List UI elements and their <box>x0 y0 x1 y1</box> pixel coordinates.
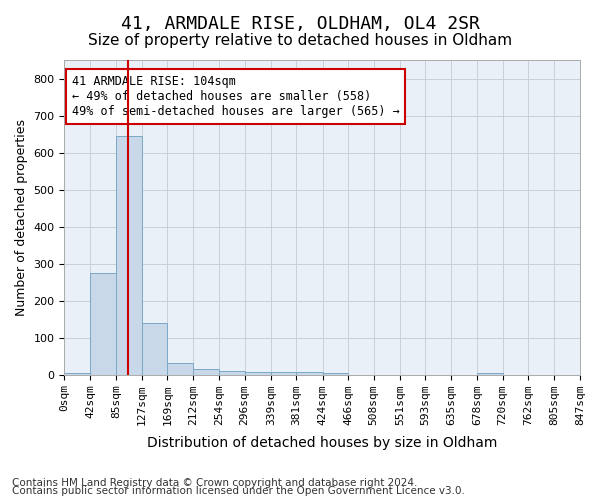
Text: Contains public sector information licensed under the Open Government Licence v3: Contains public sector information licen… <box>12 486 465 496</box>
Bar <box>142 323 167 374</box>
Y-axis label: Number of detached properties: Number of detached properties <box>15 119 28 316</box>
Bar <box>219 371 245 374</box>
Text: 41 ARMDALE RISE: 104sqm
← 49% of detached houses are smaller (558)
49% of semi-d: 41 ARMDALE RISE: 104sqm ← 49% of detache… <box>72 75 400 118</box>
Bar <box>90 273 116 374</box>
Bar <box>167 363 193 374</box>
Bar <box>296 372 323 374</box>
Bar <box>116 136 142 374</box>
Bar <box>477 373 503 374</box>
Bar <box>245 372 271 374</box>
Bar <box>64 373 90 374</box>
Bar <box>193 369 219 374</box>
Text: Size of property relative to detached houses in Oldham: Size of property relative to detached ho… <box>88 32 512 48</box>
X-axis label: Distribution of detached houses by size in Oldham: Distribution of detached houses by size … <box>147 436 497 450</box>
Bar <box>271 372 296 374</box>
Bar <box>323 373 348 374</box>
Text: 41, ARMDALE RISE, OLDHAM, OL4 2SR: 41, ARMDALE RISE, OLDHAM, OL4 2SR <box>121 15 479 33</box>
Text: Contains HM Land Registry data © Crown copyright and database right 2024.: Contains HM Land Registry data © Crown c… <box>12 478 418 488</box>
